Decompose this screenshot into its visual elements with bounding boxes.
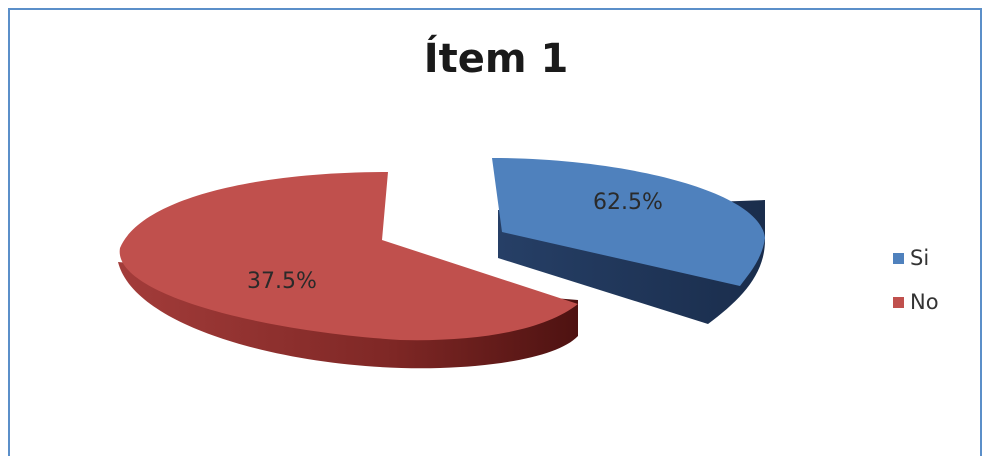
pie-slice-no (118, 172, 578, 369)
legend-swatch-si (893, 252, 904, 264)
pie-slice-si-top (492, 158, 765, 286)
legend-swatch-no (893, 296, 904, 308)
pie-slice-si (492, 158, 765, 324)
legend-item-no: No (893, 280, 939, 324)
legend-label-no: No (910, 290, 939, 314)
pie-slice-no-top (119, 172, 578, 341)
legend-item-si: Si (893, 236, 939, 280)
chart-title: Ítem 1 (423, 36, 569, 82)
slice-label-si: 62.5% (593, 190, 663, 215)
slice-label-no: 37.5% (247, 269, 317, 294)
chart-legend: Si No (893, 236, 939, 324)
legend-label-si: Si (910, 246, 930, 270)
